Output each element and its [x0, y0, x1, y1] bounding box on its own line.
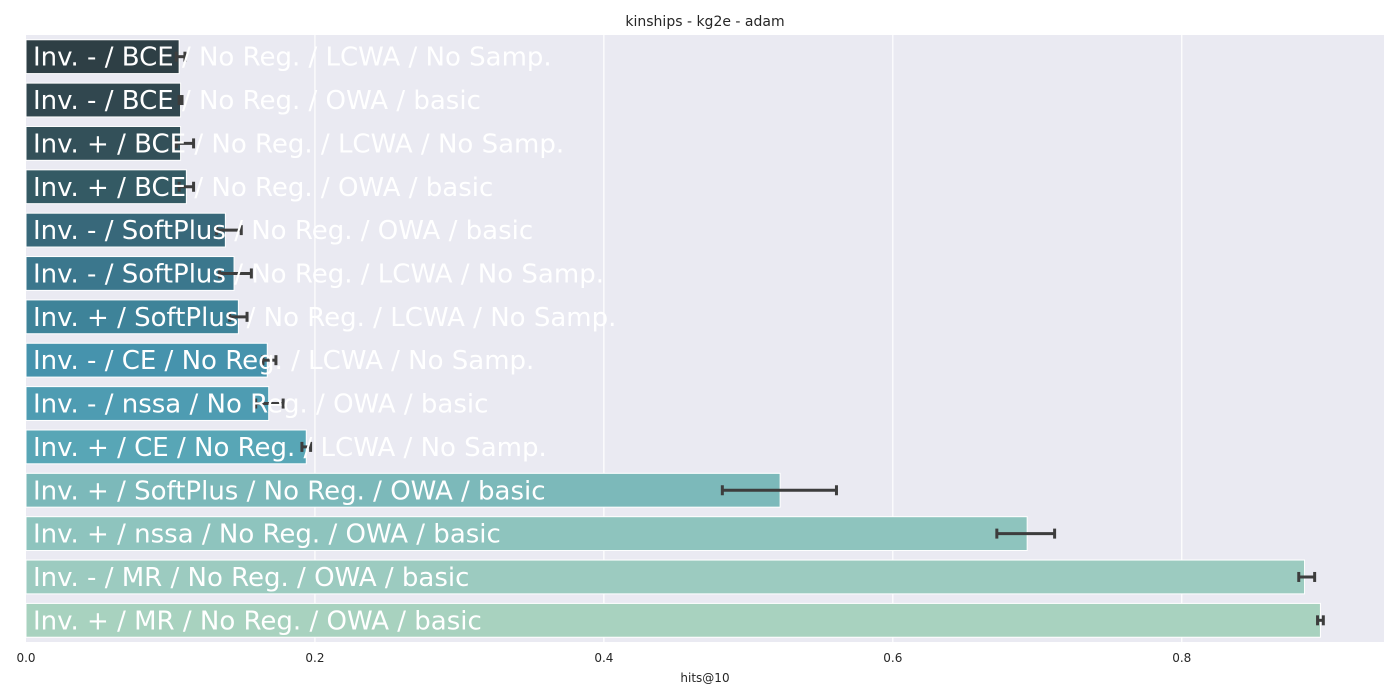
bar: [25, 256, 235, 291]
bar-label: Inv. - / SoftPlus / No Reg. / OWA / basi…: [33, 216, 533, 246]
bar: [25, 169, 187, 205]
bar: [25, 39, 180, 75]
bar-label: Inv. + / MR / No Reg. / OWA / basic: [33, 606, 482, 636]
x-tick-label: 0.8: [1172, 651, 1191, 665]
bar-label: Inv. + / BCE / No Reg. / LCWA / No Samp.: [33, 129, 564, 159]
bar: [25, 386, 270, 421]
bar-label: Inv. - / BCE / No Reg. / LCWA / No Samp.: [33, 43, 552, 73]
bar-label: Inv. + / BCE / No Reg. / OWA / basic: [33, 173, 493, 203]
x-tick-labels: 0.0 0.2 0.4 0.6 0.8: [16, 651, 1191, 665]
bar-label: Inv. + / nssa / No Reg. / OWA / basic: [33, 520, 501, 550]
x-tick-label: 0.4: [594, 651, 613, 665]
bar: [25, 602, 1321, 638]
bar-label: Inv. - / SoftPlus / No Reg. / LCWA / No …: [33, 259, 604, 289]
x-axis-label: hits@10: [680, 671, 729, 685]
x-tick-label: 0.0: [16, 651, 35, 665]
chart-title: kinships - kg2e - adam: [625, 14, 784, 30]
bar-label: Inv. + / SoftPlus / No Reg. / LCWA / No …: [33, 303, 616, 333]
x-tick-label: 0.2: [305, 651, 324, 665]
bar: [25, 125, 182, 161]
x-tick-label: 0.6: [883, 651, 902, 665]
bar-label: Inv. - / nssa / No Reg. / OWA / basic: [33, 390, 488, 420]
bar-label: Inv. - / BCE / No Reg. / OWA / basic: [33, 86, 481, 116]
bar: [25, 82, 182, 118]
bar: [25, 212, 226, 248]
bar-labels: Inv. - / BCE / No Reg. / LCWA / No Samp.…: [33, 43, 616, 637]
error-bars: [174, 51, 1325, 626]
bars: [25, 39, 1321, 638]
bar-label: Inv. - / CE / No Reg. / LCWA / No Samp.: [33, 346, 534, 376]
bar-label: Inv. + / SoftPlus / No Reg. / OWA / basi…: [33, 476, 546, 506]
bar-label: Inv. + / CE / No Reg. / LCWA / No Samp.: [33, 433, 547, 463]
bar: [25, 516, 1028, 552]
bar: [25, 559, 1306, 595]
bar: [25, 472, 781, 508]
bar-label: Inv. - / MR / No Reg. / OWA / basic: [33, 563, 469, 593]
